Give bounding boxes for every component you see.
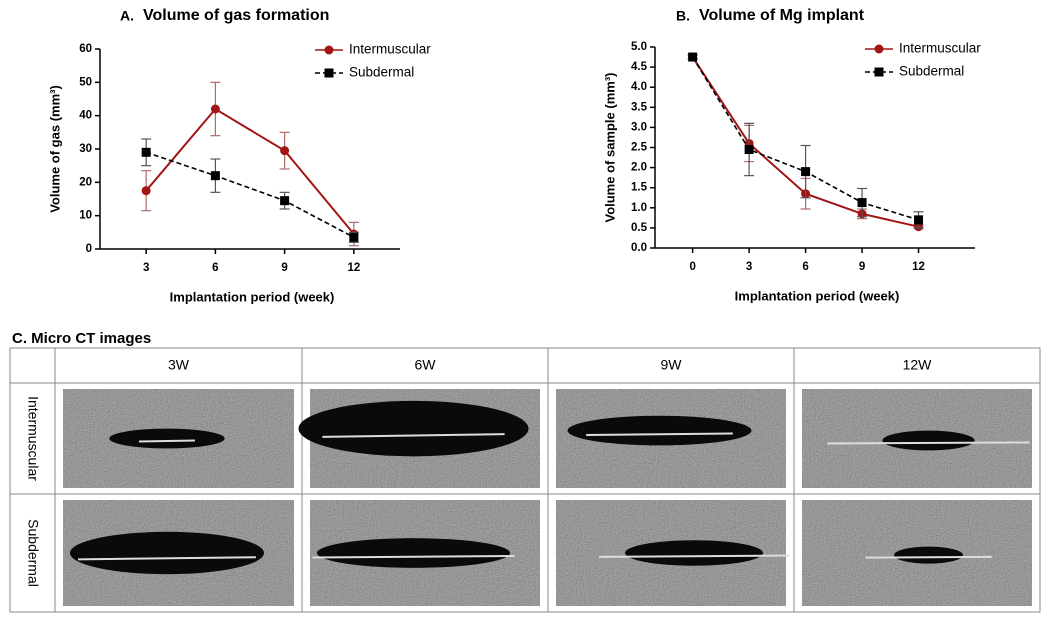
gas-cavity <box>316 538 511 568</box>
data-point <box>210 171 220 181</box>
legend-label: Subdermal <box>899 64 964 79</box>
y-tick-label: 0.5 <box>631 222 648 234</box>
y-tick-label: 10 <box>79 210 92 222</box>
y-tick-label: 50 <box>79 76 92 88</box>
gas-cavity <box>882 430 975 451</box>
ct-image <box>802 500 1032 606</box>
y-axis-label: Volume of sample (mm³) <box>602 72 617 222</box>
gas-cavity <box>625 540 763 566</box>
y-axis-label: Volume of gas (mm³) <box>47 85 62 213</box>
ct-image <box>556 500 789 606</box>
y-tick-label: 0 <box>86 243 92 255</box>
data-point <box>349 232 359 242</box>
y-tick-label: 3.5 <box>631 101 648 113</box>
panel-label: A. <box>120 8 134 24</box>
x-tick-label: 6 <box>802 261 808 273</box>
y-tick-label: 1.5 <box>631 182 648 194</box>
legend-marker <box>874 44 884 54</box>
y-tick-label: 30 <box>79 143 92 155</box>
legend-marker <box>874 67 884 77</box>
column-header: 6W <box>415 357 437 373</box>
data-point <box>280 196 290 206</box>
column-header: 3W <box>168 357 190 373</box>
y-tick-label: 0.0 <box>631 242 647 254</box>
chart-title: Volume of gas formation <box>143 7 329 24</box>
x-tick-label: 12 <box>347 262 360 274</box>
x-tick-label: 12 <box>912 261 925 273</box>
x-tick-label: 9 <box>281 262 287 274</box>
implant <box>322 433 505 438</box>
gas-cavity <box>894 546 963 564</box>
x-tick-label: 3 <box>143 262 149 274</box>
x-tick-label: 0 <box>689 261 695 273</box>
x-tick-label: 3 <box>746 261 752 273</box>
x-tick-label: 9 <box>859 261 865 273</box>
legend-label: Intermuscular <box>899 41 981 56</box>
table-border <box>9 347 1041 613</box>
micro-ct-table: C. Micro CT images 3W 6W 9W 12W Intermuscula… <box>9 330 1041 613</box>
data-point <box>210 104 220 114</box>
panel-label: B. <box>676 8 690 24</box>
legend-label: Intermuscular <box>349 42 431 57</box>
row-header: Subdermal <box>25 519 41 587</box>
chart: A. Volume of gas formation 0 10 20 30 40 50 60 3 6… <box>47 7 431 304</box>
y-tick-label: 4.0 <box>631 81 647 93</box>
data-point <box>141 147 151 157</box>
ct-image <box>63 500 294 606</box>
implant <box>827 441 1030 445</box>
ct-image <box>802 389 1032 488</box>
series-line <box>145 151 355 239</box>
y-tick-label: 5.0 <box>631 41 647 53</box>
data-point <box>688 52 698 62</box>
data-point <box>801 167 811 177</box>
legend-marker <box>324 68 334 78</box>
data-point <box>280 146 290 156</box>
y-tick-label: 2.0 <box>631 162 647 174</box>
gas-cavity <box>69 531 264 575</box>
gas-cavity <box>567 415 752 446</box>
data-point <box>914 215 924 225</box>
implant <box>138 439 195 443</box>
y-tick-label: 60 <box>79 43 92 55</box>
data-point <box>744 145 754 155</box>
y-tick-label: 40 <box>79 110 92 122</box>
legend-label: Subdermal <box>349 65 414 80</box>
series-line <box>145 107 355 235</box>
ct-image <box>63 389 294 488</box>
implant <box>312 554 515 559</box>
y-tick-label: 4.5 <box>631 61 648 73</box>
panel-title: C. Micro CT images <box>12 330 151 347</box>
x-axis-label: Implantation period (week) <box>735 288 900 303</box>
ct-image <box>298 389 540 488</box>
gas-cavity <box>298 400 529 457</box>
column-header: 9W <box>661 357 683 373</box>
ct-image <box>310 500 540 606</box>
row-header: Intermuscular <box>25 396 41 481</box>
chart: B. Volume of Mg implant 0.0 0.5 1.0 1.5 2.0 2.5… <box>602 7 981 303</box>
implant <box>599 554 789 558</box>
implant <box>865 555 992 559</box>
legend-marker <box>324 45 334 55</box>
y-tick-label: 2.5 <box>631 142 648 154</box>
column-header: 12W <box>903 357 933 373</box>
chart-title: Volume of Mg implant <box>699 7 865 24</box>
implant <box>586 432 733 437</box>
ct-image <box>556 389 786 488</box>
y-tick-label: 3.0 <box>631 121 647 133</box>
x-tick-label: 6 <box>212 262 218 274</box>
y-tick-label: 1.0 <box>631 202 647 214</box>
implant <box>78 556 256 561</box>
y-tick-label: 20 <box>79 176 92 188</box>
gas-cavity <box>109 428 225 449</box>
data-point <box>141 186 151 196</box>
x-axis-label: Implantation period (week) <box>170 289 335 304</box>
data-point <box>857 198 867 208</box>
